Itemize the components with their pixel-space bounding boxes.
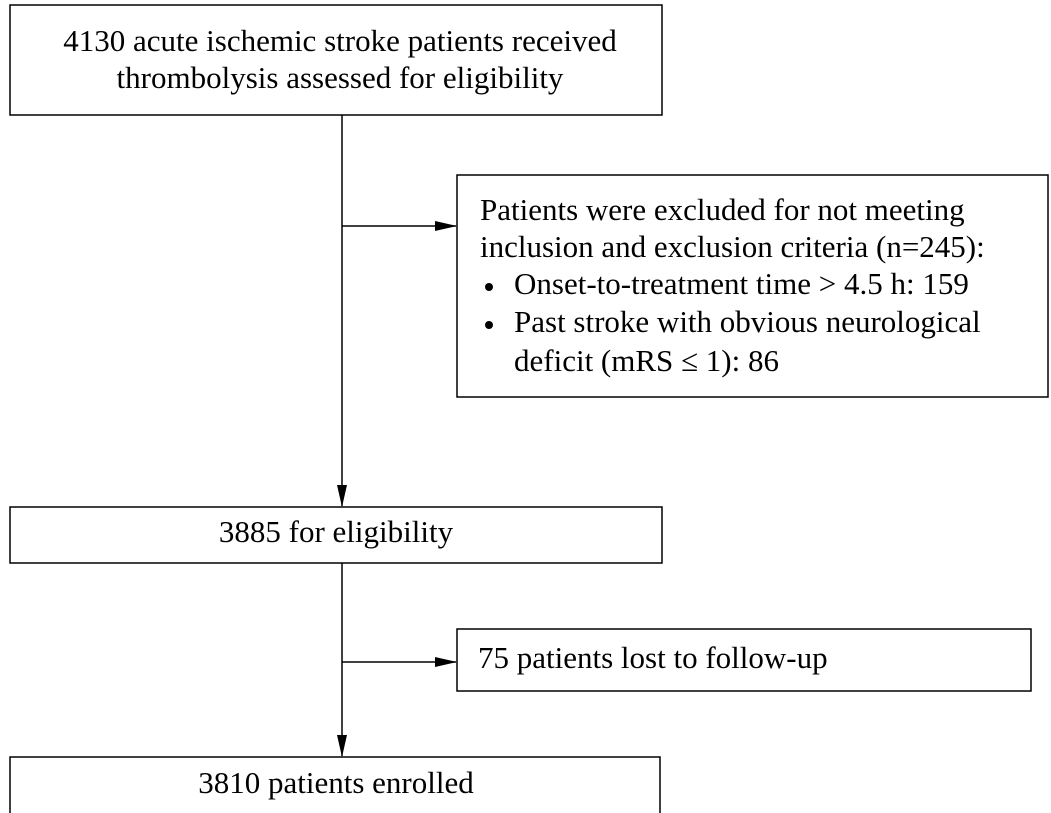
node-text: thrombolysis assessed for eligibility xyxy=(117,60,564,95)
bullet-text: Onset-to-treatment time > 4.5 h: 159 xyxy=(514,266,969,301)
bullet xyxy=(485,283,493,291)
bullet-text: deficit (mRS ≤ 1): 86 xyxy=(514,343,779,378)
node-text: 75 patients lost to follow-up xyxy=(478,640,828,675)
node-text: 3885 for eligibility xyxy=(219,514,454,549)
bullet xyxy=(485,321,493,329)
box xyxy=(9,506,663,564)
box xyxy=(9,756,661,813)
box xyxy=(456,628,1032,692)
box xyxy=(456,174,1049,398)
bullet-text: Past stroke with obvious neurological xyxy=(514,304,981,339)
node-text: Patients were excluded for not meeting xyxy=(480,192,965,227)
node-text: 3810 patients enrolled xyxy=(198,765,474,800)
node-text: 4130 acute ischemic stroke patients rece… xyxy=(63,23,617,58)
node-text: inclusion and exclusion criteria (n=245)… xyxy=(480,229,985,264)
box xyxy=(9,4,663,116)
